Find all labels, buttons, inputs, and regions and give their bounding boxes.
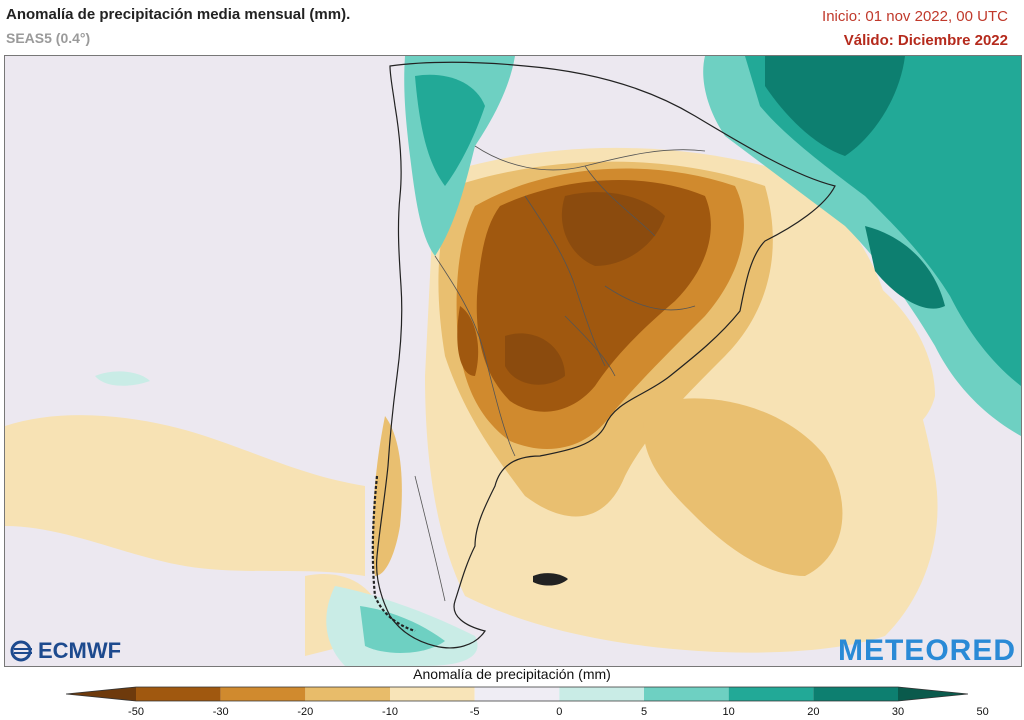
colorbar-arrow-left [66, 687, 136, 701]
colorbar-segment [644, 687, 729, 701]
colorbar-segment [728, 687, 814, 701]
ecmwf-logo: ECMWF [10, 638, 121, 664]
legend-title: Anomalía de precipitación (mm) [413, 666, 611, 682]
colorbar-tick-label: -5 [469, 706, 480, 718]
colorbar-segment [559, 687, 644, 701]
colorbar-segment [305, 687, 390, 701]
colorbar-tick-label: -10 [382, 706, 398, 718]
meteored-logo: METEORED [837, 634, 1016, 667]
colorbar-tick-label: -50 [128, 706, 144, 718]
colorbar-tick-label: 20 [807, 706, 820, 718]
ecmwf-logo-text: ECMWF [38, 638, 122, 663]
southern-coast-fjords [371, 475, 416, 633]
falkland-islands [533, 573, 568, 586]
colorbar-tick-label: 10 [722, 706, 735, 718]
ecmwf-mark-icon [10, 640, 36, 662]
continent-outline [375, 61, 836, 649]
map-canvas [5, 56, 1021, 666]
country-borders [414, 145, 706, 602]
wet-anomaly-areas [95, 56, 1021, 666]
valid-period: Válido: Diciembre 2022 [843, 32, 1008, 49]
colorbar-tick-label: 50 [976, 706, 989, 718]
map-title: Anomalía de precipitación media mensual … [6, 6, 351, 23]
colorbar-tick-label: -30 [212, 706, 229, 718]
colorbar-tick-label: 5 [640, 706, 648, 718]
colorbar-tick-label: -20 [297, 706, 314, 718]
colorbar-tick-label: 30 [891, 706, 905, 718]
colorbar [66, 686, 968, 702]
extreme-dry-anomaly-areas [505, 192, 665, 385]
colorbar-segment [136, 687, 221, 701]
colorbar-segment [474, 687, 560, 701]
colorbar-segment [813, 687, 898, 701]
colorbar-outline [66, 686, 968, 702]
precipitation-anomaly-map [4, 55, 1022, 667]
colorbar-tick-label: 0 [556, 706, 563, 718]
colorbar-segment [390, 687, 475, 701]
colorbar-arrow-right [898, 687, 968, 701]
colorbar-segment [220, 687, 306, 701]
model-subtitle: SEAS5 (0.4°) [6, 30, 91, 46]
init-time: Inicio: 01 nov 2022, 00 UTC [822, 8, 1008, 25]
